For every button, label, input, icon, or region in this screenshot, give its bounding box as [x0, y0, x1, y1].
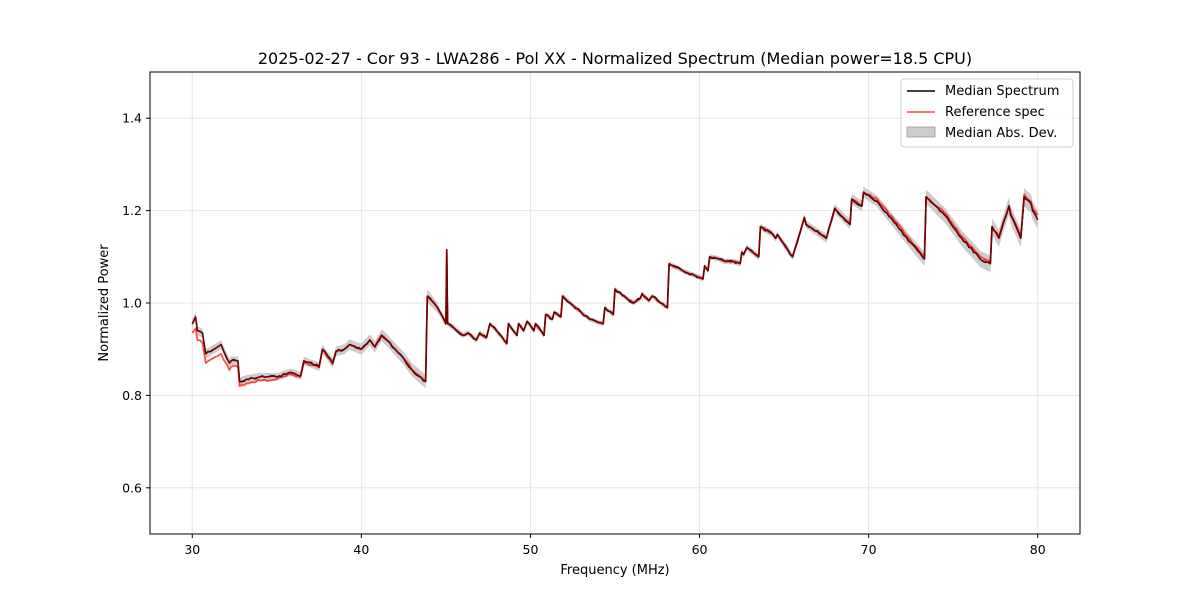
- legend-reference-label: Reference spec: [945, 105, 1045, 120]
- reference-overlap-line: [191, 191, 1039, 383]
- y-tick-label: 1.0: [122, 296, 142, 311]
- x-tick-label: 30: [184, 542, 200, 557]
- x-tick-label: 40: [353, 542, 369, 557]
- y-tick-label: 1.4: [122, 111, 142, 126]
- y-axis-label: Normalized Power: [97, 244, 112, 362]
- axis-ticks: 30 40 50 60 70 80 0.6 0.8 1.0 1.2 1.4: [122, 111, 1046, 557]
- plot-area: [191, 186, 1039, 389]
- x-tick-label: 70: [861, 542, 877, 557]
- legend-mad-swatch: [906, 126, 936, 138]
- x-tick-label: 80: [1030, 542, 1046, 557]
- chart-title: 2025-02-27 - Cor 93 - LWA286 - Pol XX - …: [258, 49, 972, 68]
- y-tick-label: 1.2: [122, 203, 142, 218]
- y-tick-label: 0.6: [122, 480, 142, 495]
- x-axis-label: Frequency (MHz): [560, 563, 669, 578]
- legend-box: [900, 78, 1074, 148]
- y-tick-label: 0.8: [122, 388, 142, 403]
- x-tick-label: 50: [523, 542, 539, 557]
- legend-median-label: Median Spectrum: [945, 84, 1059, 99]
- legend: Median Spectrum Reference spec Median Ab…: [900, 78, 1074, 148]
- legend-mad-label: Median Abs. Dev.: [945, 126, 1057, 141]
- x-tick-label: 60: [692, 542, 708, 557]
